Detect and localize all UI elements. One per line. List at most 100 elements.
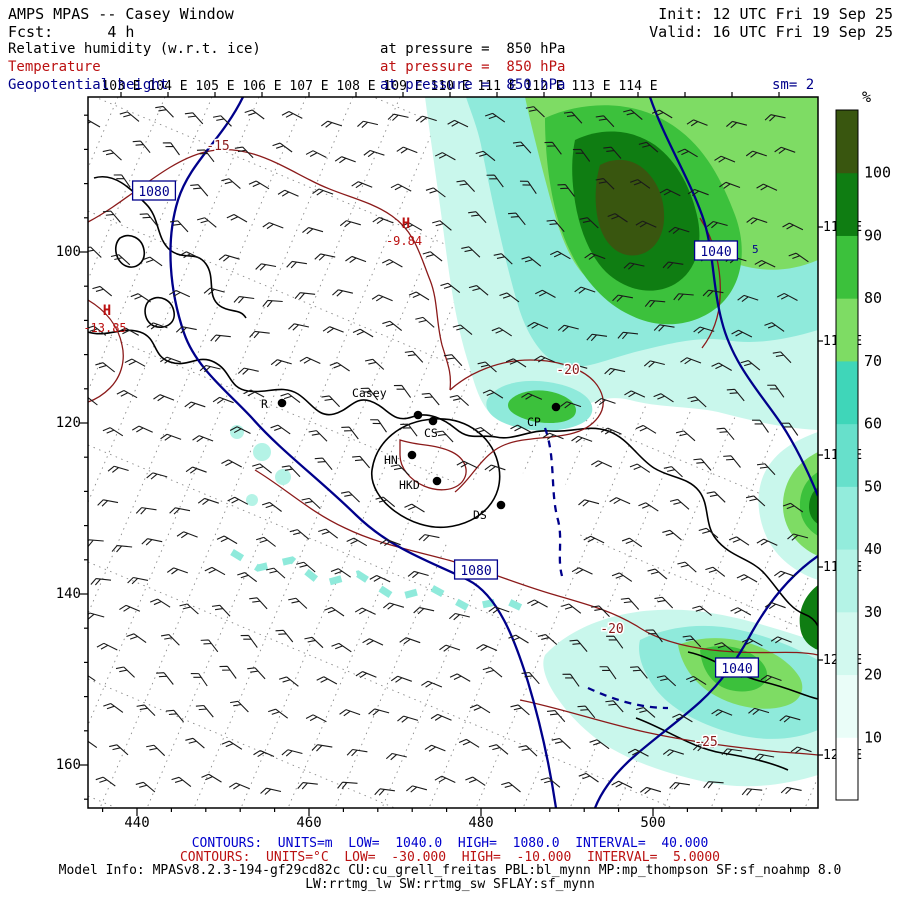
wind-barb — [557, 184, 575, 197]
wind-barb — [527, 599, 548, 608]
wind-barb — [355, 671, 377, 679]
wind-barb — [318, 528, 339, 539]
station-label: DS — [473, 508, 487, 522]
meridian-line — [88, 97, 354, 727]
rh-fringe — [275, 469, 291, 485]
wind-barb — [753, 753, 775, 761]
wind-barb — [237, 367, 259, 375]
extremum-value: -9.84 — [386, 234, 422, 248]
wind-barb — [745, 150, 767, 158]
wind-barb — [390, 464, 410, 476]
wind-barb — [677, 561, 697, 573]
wind-barb — [482, 389, 504, 399]
wind-barb — [499, 292, 520, 303]
wind-barb — [482, 666, 503, 678]
station-dot — [496, 500, 506, 510]
wind-barb — [574, 286, 596, 294]
station-dot — [277, 398, 287, 408]
wind-barb — [439, 644, 461, 652]
meridian-line — [88, 97, 260, 504]
wind-barb — [519, 180, 537, 195]
rh-region — [799, 585, 818, 650]
wind-barb — [203, 287, 225, 295]
wind-barb — [577, 705, 596, 719]
model-info-line1: Model Info: MPASv8.2.3-194-gf29cd82c CU:… — [58, 863, 842, 878]
wind-barb — [270, 359, 292, 367]
rh-region — [508, 390, 576, 424]
wind-barb — [118, 327, 139, 336]
wind-barb — [591, 605, 610, 617]
wind-barb — [368, 708, 390, 716]
colorbar-cell — [836, 298, 858, 362]
wind-barb — [131, 425, 153, 433]
wind-barb — [185, 737, 205, 749]
wind-barb — [305, 150, 327, 158]
wind-barb-layer — [88, 105, 812, 796]
wind-barb — [247, 667, 266, 680]
meridian-line — [0, 97, 71, 808]
wind-barb — [668, 226, 690, 234]
wind-barb — [171, 776, 192, 788]
wind-barb — [289, 529, 310, 540]
colorbar-tick-label: 20 — [864, 666, 882, 684]
wind-barb — [550, 250, 571, 260]
station-label: Casey — [352, 386, 387, 400]
axis-ticks — [80, 92, 823, 816]
wind-barb — [299, 356, 321, 365]
wind-barb — [662, 261, 684, 269]
legend-hgt-label: Geopotential height — [8, 77, 169, 93]
wind-barb — [400, 423, 418, 437]
wind-barb — [424, 744, 446, 752]
wind-barb — [551, 737, 571, 750]
station-label: R — [261, 397, 268, 411]
wind-barb — [741, 788, 763, 796]
wind-barb — [714, 155, 736, 163]
wind-barb — [197, 497, 219, 506]
wind-barb — [160, 356, 182, 364]
wind-barb — [491, 327, 513, 337]
wind-barb — [110, 254, 131, 266]
wind-barb — [216, 535, 238, 545]
wind-barb — [611, 780, 633, 789]
wind-barb — [612, 294, 633, 302]
wind-barb — [692, 605, 712, 616]
wind-barb — [475, 150, 496, 162]
wind-barb — [752, 419, 769, 433]
wind-barb — [776, 292, 798, 301]
wind-barb — [663, 466, 683, 478]
wind-barb — [404, 350, 424, 363]
wind-barb — [413, 607, 435, 615]
wind-barb — [566, 363, 588, 371]
station-dot — [407, 450, 417, 460]
wind-barb — [591, 460, 613, 468]
wind-barb — [488, 744, 509, 755]
wind-barb — [730, 607, 752, 616]
wind-barb — [237, 572, 258, 583]
wind-barb — [501, 781, 521, 793]
colorbar-tick-label: 60 — [864, 415, 882, 433]
wind-barb — [557, 324, 579, 333]
wind-barb — [265, 567, 286, 579]
wind-barb — [175, 326, 197, 334]
rh-fringe — [246, 494, 258, 506]
wind-barb — [578, 499, 600, 507]
wind-barb — [119, 111, 140, 122]
wind-barb — [149, 598, 171, 608]
wind-barb — [630, 666, 648, 679]
wind-barb — [723, 455, 741, 468]
wind-barb — [179, 251, 201, 259]
wind-barb — [527, 321, 549, 329]
wind-barb — [706, 220, 728, 229]
wind-barb — [693, 458, 712, 471]
wind-barb — [640, 786, 662, 795]
wind-barb — [721, 748, 743, 756]
wind-barb — [160, 433, 182, 441]
wind-barb — [569, 639, 588, 652]
wind-barb — [493, 253, 513, 265]
wind-barb — [153, 394, 175, 402]
wind-barb — [200, 639, 219, 653]
wind-barb — [728, 536, 750, 546]
colorbar-cell — [836, 235, 858, 299]
wind-barb — [510, 704, 530, 716]
wind-barb — [249, 597, 268, 610]
